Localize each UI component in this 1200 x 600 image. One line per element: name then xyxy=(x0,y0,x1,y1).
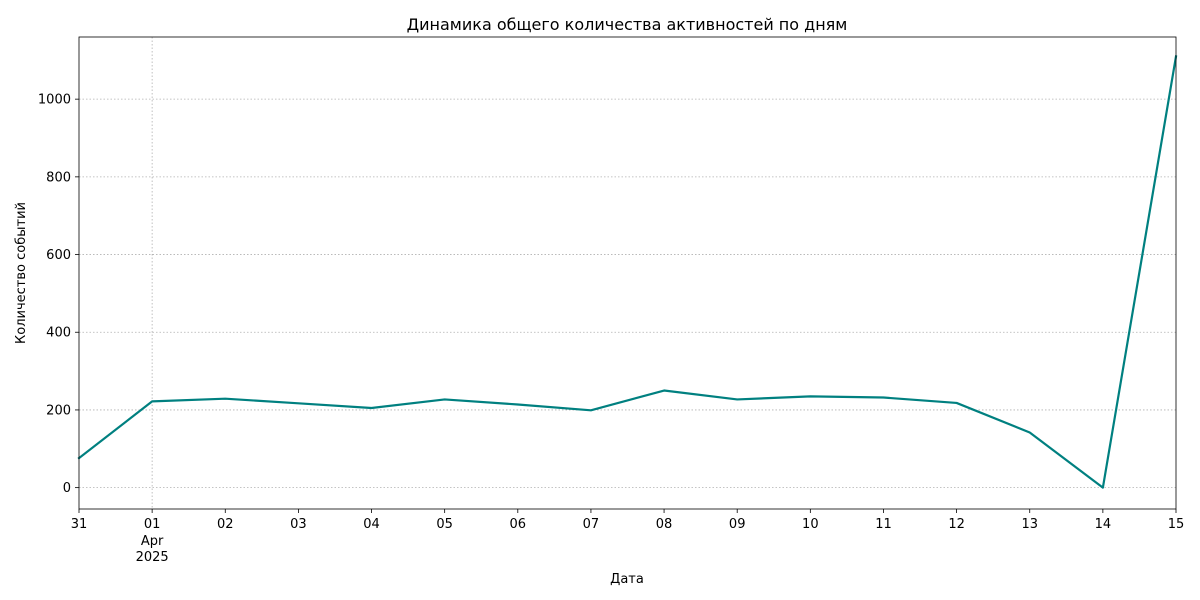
x-tick-label: 15 xyxy=(1168,517,1185,532)
x-tick-label: 01 xyxy=(144,517,161,532)
series-line xyxy=(77,55,1178,489)
y-tick-label: 600 xyxy=(46,248,71,263)
series-layer xyxy=(77,55,1178,489)
y-axis-ticks: 0 200 400 600 800 1000 xyxy=(38,93,79,496)
x-tick-label: 08 xyxy=(656,517,673,532)
grid-layer xyxy=(79,37,1176,509)
x-tick-label: 06 xyxy=(510,517,527,532)
x-tick-label: 12 xyxy=(948,517,965,532)
x-tick-label: 07 xyxy=(583,517,600,532)
y-tick-label: 400 xyxy=(46,326,71,341)
y-tick-label: 0 xyxy=(63,481,71,496)
x-tick-label: 10 xyxy=(802,517,819,532)
x-tick-label: 09 xyxy=(729,517,746,532)
x-tick-label: 13 xyxy=(1021,517,1038,532)
y-tick-label: 800 xyxy=(46,170,71,185)
chart-title: Динамика общего количества активностей п… xyxy=(407,15,848,34)
x-axis-label: Дата xyxy=(610,572,644,587)
y-axis-label: Количество событий xyxy=(14,202,29,344)
x-tick-sublabel: Apr xyxy=(141,534,164,549)
x-tick-label: 04 xyxy=(363,517,380,532)
x-tick-label: 14 xyxy=(1095,517,1112,532)
y-tick-label: 200 xyxy=(46,403,71,418)
x-tick-label: 05 xyxy=(436,517,453,532)
x-tick-sublabel: 2025 xyxy=(136,550,169,565)
x-tick-label: 03 xyxy=(290,517,307,532)
x-tick-label: 02 xyxy=(217,517,234,532)
x-tick-label: 11 xyxy=(875,517,892,532)
y-tick-label: 1000 xyxy=(38,93,71,108)
plot-frame xyxy=(78,36,1177,510)
x-tick-label: 31 xyxy=(71,517,88,532)
